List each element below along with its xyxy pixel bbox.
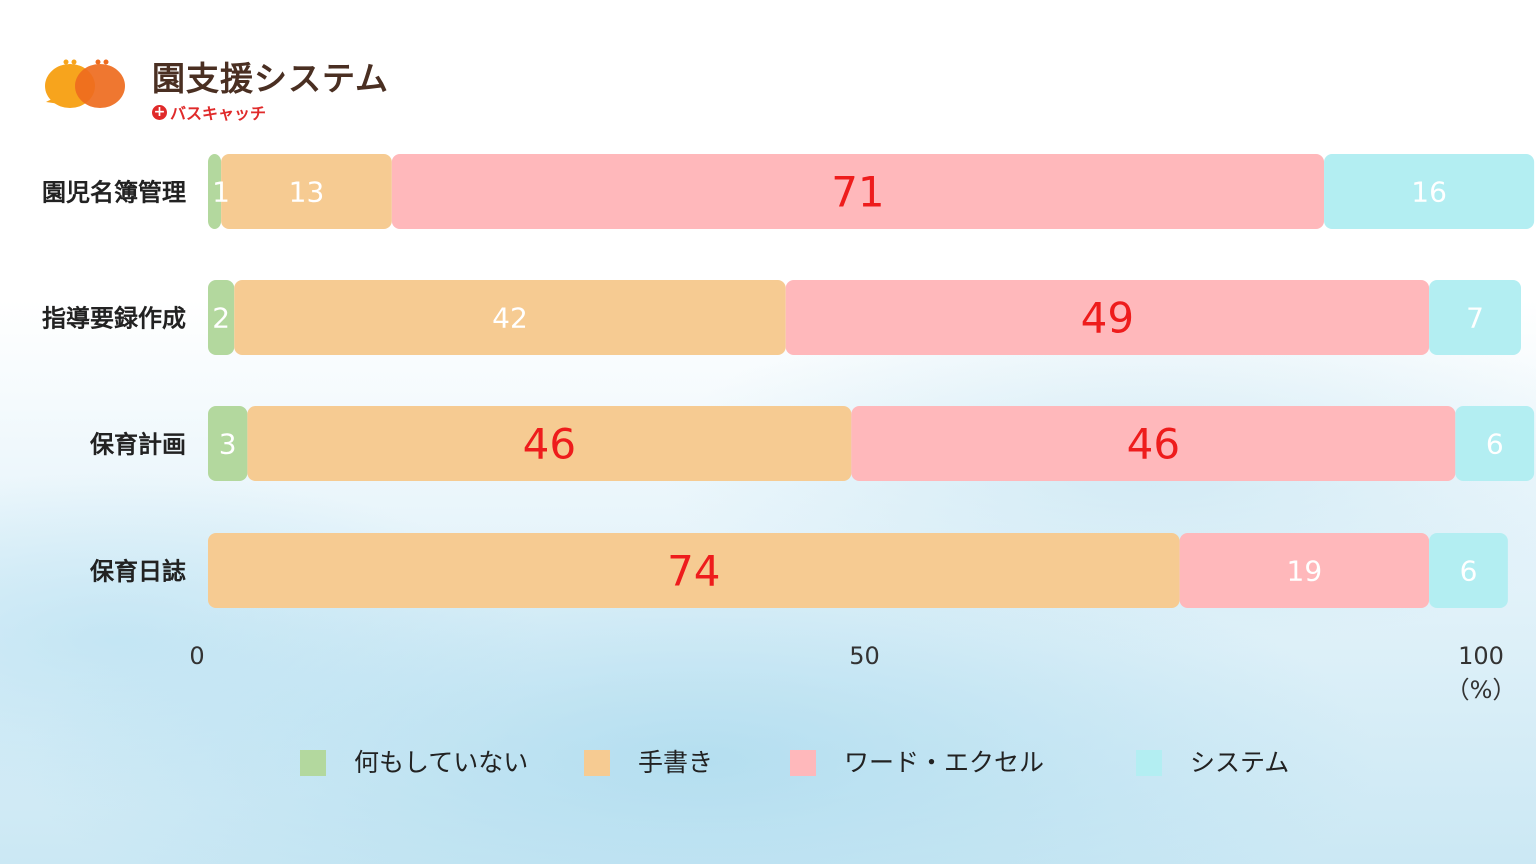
x-tick-label: 0 bbox=[189, 642, 204, 670]
bar-value-label: 6 bbox=[1460, 555, 1478, 588]
logo-mark-icon bbox=[45, 59, 125, 108]
bar-segment-system bbox=[1429, 280, 1521, 355]
bar-value-label: 74 bbox=[667, 547, 720, 596]
stacked-bar-chart: 園児名簿管理 1 13 71 16 指導要録作成 2 42 49 7 保育計画 3 46 46 6 保育日誌 7… bbox=[42, 154, 1535, 704]
x-axis-unit: （%） bbox=[1446, 676, 1517, 704]
bar-value-label: 6 bbox=[1486, 428, 1504, 461]
bar-segment-word-excel bbox=[1179, 533, 1430, 608]
brand-title: 園支援システム bbox=[152, 59, 390, 98]
legend-swatch-none bbox=[300, 750, 326, 776]
bar-value-label: 42 bbox=[492, 302, 528, 335]
bar-segment-handwritten bbox=[221, 154, 392, 229]
bar-segment-word-excel bbox=[391, 154, 1325, 229]
chart-legend: 何もしていない 手書き ワード・エクセル システム bbox=[300, 746, 1360, 782]
bar-value-label: 1 bbox=[212, 176, 230, 209]
legend-label-none: 何もしていない bbox=[354, 748, 529, 777]
bar-segment-system bbox=[1324, 154, 1535, 229]
bar-segment-none bbox=[208, 406, 248, 481]
bar-segment-system bbox=[1455, 406, 1535, 481]
bar-value-label: 2 bbox=[212, 302, 230, 335]
brand-logo: 園支援システム + バスキャッチ bbox=[42, 52, 422, 132]
bar-value-label: 19 bbox=[1287, 555, 1323, 588]
category-label: 保育日誌 bbox=[89, 558, 186, 586]
bar-segment-word-excel bbox=[851, 406, 1456, 481]
category-label: 園児名簿管理 bbox=[42, 179, 186, 207]
bar-value-label: 49 bbox=[1081, 294, 1134, 343]
bar-segment-handwritten bbox=[247, 406, 852, 481]
category-label: 指導要録作成 bbox=[42, 305, 186, 333]
bar-segment-handwritten bbox=[208, 533, 1180, 608]
bar-segment-none bbox=[208, 154, 222, 229]
category-label: 保育計画 bbox=[89, 431, 186, 459]
bar-value-label: 7 bbox=[1466, 302, 1484, 335]
bar-segment-system bbox=[1429, 533, 1508, 608]
bar-segment-handwritten bbox=[234, 280, 786, 355]
plus-icon: + bbox=[152, 103, 167, 120]
brand-subtitle-text: バスキャッチ bbox=[170, 104, 267, 123]
x-tick-label: 100 bbox=[1458, 642, 1504, 670]
bar-value-label: 46 bbox=[1127, 420, 1180, 469]
x-tick-label: 50 bbox=[849, 642, 880, 670]
bar-segment-word-excel bbox=[785, 280, 1430, 355]
legend-swatch-word-excel bbox=[790, 750, 816, 776]
bar-segment-none bbox=[208, 280, 235, 355]
legend-swatch-handwritten bbox=[584, 750, 610, 776]
bar-value-label: 13 bbox=[289, 176, 325, 209]
bar-value-label: 3 bbox=[219, 428, 237, 461]
bar-value-label: 16 bbox=[1411, 176, 1447, 209]
brand-subtitle: + バスキャッチ bbox=[152, 100, 266, 124]
legend-label-handwritten: 手書き bbox=[638, 748, 714, 777]
legend-swatch-system bbox=[1136, 750, 1162, 776]
bar-value-label: 46 bbox=[523, 420, 576, 469]
legend-label-system: システム bbox=[1190, 748, 1290, 777]
bar-value-label: 71 bbox=[831, 168, 884, 217]
legend-label-word-excel: ワード・エクセル bbox=[844, 748, 1045, 777]
